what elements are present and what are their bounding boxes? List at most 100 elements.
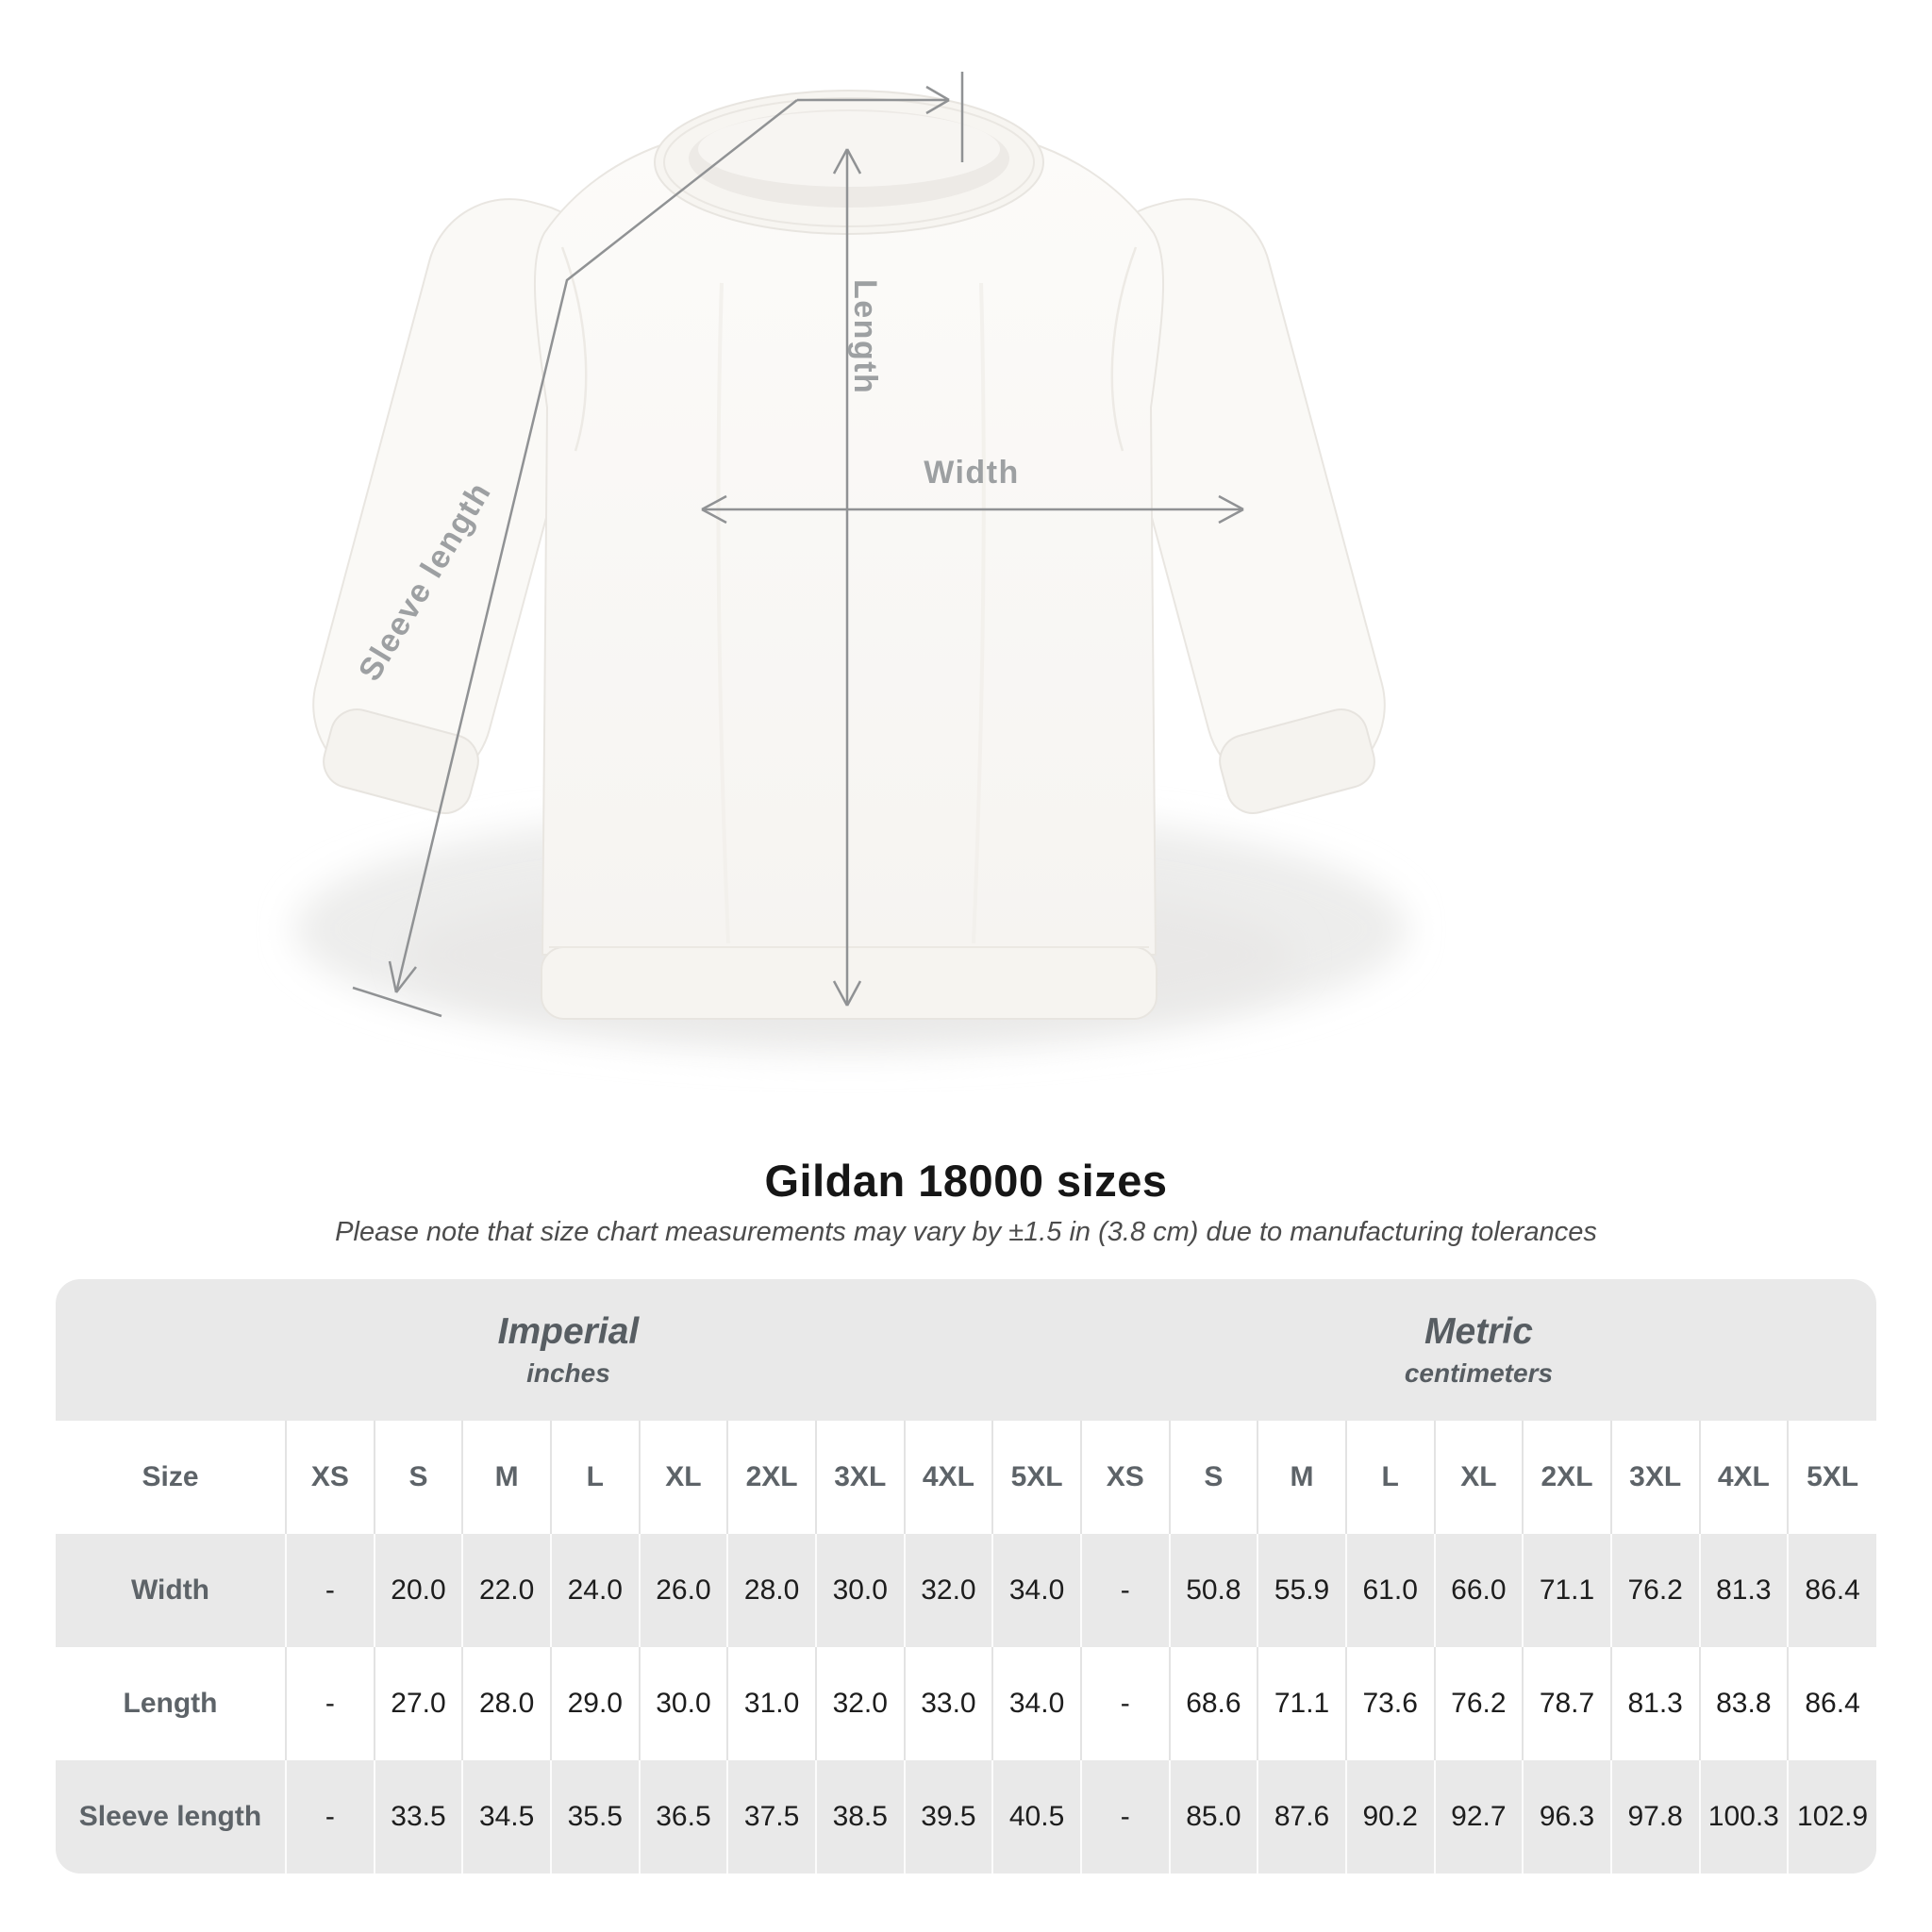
value-cell: 28.0 (726, 1534, 816, 1647)
sleeve-length-line (394, 99, 798, 993)
value-cell: 66.0 (1433, 1534, 1524, 1647)
value-cell: 92.7 (1433, 1760, 1524, 1874)
value-cell: 37.5 (726, 1760, 816, 1874)
value-cell: 27.0 (373, 1647, 463, 1760)
value-cell: 76.2 (1433, 1647, 1524, 1760)
value-cell: 87.6 (1257, 1760, 1346, 1874)
size-table: Imperial inches Metric centimeters Size XS S M L… (56, 1279, 1876, 1874)
collar (654, 90, 1044, 235)
unit-band-row: Imperial inches Metric centimeters (56, 1279, 1876, 1421)
value-cell: 85.0 (1168, 1760, 1258, 1874)
unit-group-unit: inches (526, 1358, 610, 1388)
unit-group-name: Metric (1424, 1311, 1533, 1352)
value-cell: - (1079, 1760, 1170, 1874)
size-header: L (549, 1421, 640, 1534)
sweatshirt-measurement-diagram: Length Width Sleeve length (294, 72, 1407, 1052)
size-header: XL (1433, 1421, 1524, 1534)
value-cell: 97.8 (1609, 1760, 1700, 1874)
value-cell: 86.4 (1787, 1534, 1876, 1647)
unit-group-metric: Metric centimeters (1080, 1279, 1876, 1421)
value-cell: 96.3 (1522, 1760, 1611, 1874)
value-cell: 35.5 (549, 1760, 640, 1874)
fold-line (972, 282, 986, 944)
value-cell: 71.1 (1257, 1647, 1346, 1760)
width-label: Width (924, 455, 1020, 491)
value-cell: 24.0 (549, 1534, 640, 1647)
value-cell: 81.3 (1698, 1534, 1789, 1647)
unit-group-name: Imperial (497, 1311, 640, 1352)
value-cell: 73.6 (1344, 1647, 1435, 1760)
value-cell: 32.0 (814, 1647, 905, 1760)
value-cell: 83.8 (1698, 1647, 1789, 1760)
value-cell: 28.0 (461, 1647, 551, 1760)
tolerance-note: Please note that size chart measurements… (335, 1217, 1597, 1247)
value-cell: 31.0 (726, 1647, 816, 1760)
size-header: 5XL (991, 1421, 1081, 1534)
size-header: XS (285, 1421, 375, 1534)
value-cell: 38.5 (814, 1760, 905, 1874)
length-label: Length (847, 279, 883, 394)
value-cell: 86.4 (1787, 1647, 1876, 1760)
hem-band (541, 946, 1158, 1020)
table-row: Width -20.0 22.0 24.0 26.0 28.0 30.0 32.0 34.0-5… (56, 1534, 1876, 1647)
neck-reference-arrowhead (925, 85, 950, 115)
value-cell: 61.0 (1344, 1534, 1435, 1647)
left-armhole-seam (560, 246, 588, 452)
length-arrowhead-bottom (832, 980, 862, 1007)
row-label: Length (123, 1688, 218, 1719)
value-cell: 20.0 (373, 1534, 463, 1647)
size-header: 2XL (726, 1421, 816, 1534)
value-cell: 76.2 (1609, 1534, 1700, 1647)
value-cell: 36.5 (638, 1760, 728, 1874)
value-cell: 34.0 (991, 1534, 1081, 1647)
value-cell: - (1079, 1647, 1170, 1760)
value-cell: 102.9 (1787, 1760, 1876, 1874)
sleeve-length-end-tick (352, 986, 442, 1018)
value-cell: 34.5 (461, 1760, 551, 1874)
left-sleeve (312, 198, 607, 814)
size-header: M (461, 1421, 551, 1534)
size-header: 5XL (1787, 1421, 1876, 1534)
value-cell: 50.8 (1168, 1534, 1258, 1647)
value-cell: 100.3 (1698, 1760, 1789, 1874)
table-row: Sleeve length - 33.5 34.5 35.5 36.5 37.5 38.5 39… (56, 1760, 1876, 1874)
left-cuff (323, 708, 479, 814)
size-header: 4XL (1698, 1421, 1789, 1534)
value-cell: 68.6 (1168, 1647, 1258, 1760)
right-sleeve (1091, 198, 1386, 814)
value-cell: 30.0 (814, 1534, 905, 1647)
unit-group-imperial: Imperial inches (56, 1279, 1081, 1421)
size-header: M (1257, 1421, 1346, 1534)
value-cell: 71.1 (1522, 1534, 1611, 1647)
table-row: Length -27.0 28.0 29.0 30.0 31.0 32.0 33.0 34.0-… (56, 1647, 1876, 1760)
size-header: 4XL (903, 1421, 993, 1534)
row-label: Width (56, 1534, 286, 1647)
size-table-container: Imperial inches Metric centimeters Size XS S M L… (56, 1279, 1876, 1874)
size-header: 3XL (814, 1421, 905, 1534)
size-header: 3XL (1609, 1421, 1700, 1534)
value-cell: - (1079, 1534, 1170, 1647)
right-cuff (1219, 708, 1375, 814)
size-header: L (1344, 1421, 1435, 1534)
size-header: XS (1079, 1421, 1170, 1534)
value-cell: - (285, 1647, 375, 1760)
shirt-body (533, 141, 1165, 956)
size-header: 2XL (1522, 1421, 1611, 1534)
page-title: Gildan 18000 sizes (764, 1156, 1168, 1206)
value-cell: 40.5 (991, 1760, 1081, 1874)
size-header: S (373, 1421, 463, 1534)
value-cell: 33.5 (373, 1760, 463, 1874)
value-cell: - (285, 1534, 375, 1647)
right-armhole-seam (1110, 246, 1138, 452)
value-cell: 32.0 (903, 1534, 993, 1647)
row-label: Sleeve length (56, 1760, 286, 1874)
width-arrowhead-left (701, 494, 727, 525)
value-cell: 30.0 (638, 1647, 728, 1760)
size-header: S (1168, 1421, 1258, 1534)
size-column-header: Size (56, 1421, 286, 1534)
sleeve-length-arrowhead (388, 960, 417, 993)
length-arrowhead-top (832, 148, 862, 175)
fold-line (716, 282, 730, 944)
value-cell: 39.5 (903, 1760, 993, 1874)
